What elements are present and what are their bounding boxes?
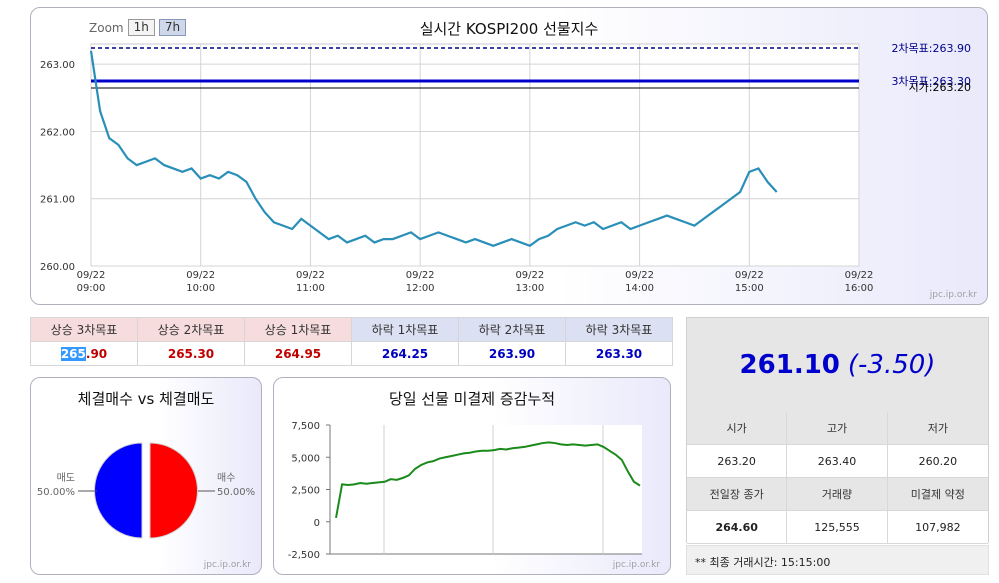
zoom-1h-button[interactable]: 1h [127, 19, 155, 36]
price-stats-grid: 시가 고가 저가 263.20 263.40 260.20 전일장 종가 거래량… [687, 412, 988, 544]
x-tick-time: 12:00 [406, 283, 435, 294]
buy-sell-pie-panel: 체결매수 vs 체결매도 매도 50.00% 매수 50.00% jpc.ip.… [30, 377, 262, 575]
pie-credit: jpc.ip.or.kr [203, 560, 251, 570]
x-tick-time: 16:00 [845, 283, 874, 294]
main-chart-title: 실시간 KOSPI200 선물지수 [419, 20, 599, 38]
target-header-down2: 하락 2차목표 [458, 317, 566, 342]
y-tick-label: 263.00 [40, 60, 75, 71]
oi-y-tick-label: -2,500 [288, 550, 320, 561]
current-price: 261.10 [739, 350, 840, 380]
open-interest-line-chart: 7,500 5,000 2,500 0 -2,500 [288, 421, 642, 561]
kospi200-price-line [89, 50, 778, 248]
high-header: 고가 [787, 412, 888, 445]
target-header-up1: 상승 1차목표 [244, 317, 352, 342]
open-interest-value: 107,982 [887, 511, 988, 544]
x-tick-date: 09/22 [625, 270, 654, 281]
prev-close-header: 전일장 종가 [687, 478, 788, 511]
price-change: (-3.50) [847, 350, 936, 380]
target-price-table: 상승 3차목표 상승 2차목표 상승 1차목표 하락 1차목표 하락 2차목표 … [30, 317, 673, 366]
x-tick-date: 09/22 [735, 270, 764, 281]
kospi200-line-chart: 09/22 09:00 09/22 10:00 09/22 11:00 09/22 12:00… [40, 42, 971, 294]
pie-buy-label: 매수 [217, 472, 235, 484]
x-tick-time: 13:00 [515, 283, 544, 294]
price-summary-box: 261.10 (-3.50) 시가 고가 저가 263.20 263.40 26… [686, 317, 989, 544]
pie-slice-sell [94, 442, 143, 539]
zoom-7h-button[interactable]: 7h [158, 19, 187, 36]
volume-value: 125,555 [787, 511, 888, 544]
target-value-up3-rest: .90 [85, 346, 108, 361]
x-tick-time: 11:00 [296, 283, 325, 294]
target-header-up3: 상승 3차목표 [30, 317, 138, 342]
main-chart-credit: jpc.ip.or.kr [929, 290, 977, 300]
x-tick-time: 10:00 [186, 283, 215, 294]
open-interest-header: 미결제 약정 [887, 478, 988, 511]
high-value: 263.40 [787, 445, 888, 478]
last-trade-time: ** 최종 거래시간: 15:15:00 [686, 545, 989, 575]
zoom-label: Zoom [89, 20, 124, 35]
x-tick-date: 09/22 [77, 270, 106, 281]
pie-slice-buy [149, 442, 198, 539]
x-tick-date: 09/22 [845, 270, 874, 281]
open-header: 시가 [687, 412, 788, 445]
oi-y-tick-label: 5,000 [291, 453, 320, 464]
selected-text: 265 [60, 346, 86, 361]
oi-y-tick-label: 0 [314, 518, 320, 529]
main-chart-panel: 실시간 KOSPI200 선물지수 Zoom 1h 7h 09/22 09:00 0… [30, 7, 988, 305]
target-header-down3: 하락 3차목표 [565, 317, 673, 342]
volume-header: 거래량 [787, 478, 888, 511]
open-interest-panel: 당일 선물 미결제 증감누적 7,500 5,000 2,500 0 -2,500 jp… [273, 377, 671, 575]
oi-credit: jpc.ip.or.kr [612, 560, 660, 570]
target-header-down1: 하락 1차목표 [351, 317, 459, 342]
oi-y-tick-label: 2,500 [291, 486, 320, 497]
x-tick-time: 15:00 [735, 283, 764, 294]
open-value: 263.20 [687, 445, 788, 478]
target-value-up1: 264.95 [244, 341, 352, 366]
oi-y-tick-label: 7,500 [291, 421, 320, 432]
oi-cumulative-line [335, 441, 641, 519]
buy-sell-pie-chart: 매도 50.00% 매수 50.00% [37, 442, 255, 539]
pie-sell-label: 매도 [57, 472, 75, 484]
target-value-down1: 264.25 [351, 341, 459, 366]
x-tick-time: 14:00 [625, 283, 654, 294]
reference-line-label: 시가:263.20 [909, 81, 971, 94]
low-value: 260.20 [887, 445, 988, 478]
reference-line-label: 2차목표:263.90 [891, 42, 971, 55]
plot-area [90, 43, 860, 267]
target-value-up3: 265.90 [30, 341, 138, 366]
target-header-up2: 상승 2차목표 [137, 317, 245, 342]
x-tick-date: 09/22 [186, 270, 215, 281]
x-tick-time: 09:00 [77, 283, 106, 294]
target-value-down3: 263.30 [565, 341, 673, 366]
target-header-row: 상승 3차목표 상승 2차목표 상승 1차목표 하락 1차목표 하락 2차목표 … [30, 317, 673, 342]
target-value-up2: 265.30 [137, 341, 245, 366]
zoom-control: Zoom 1h 7h [89, 19, 187, 36]
oi-title: 당일 선물 미결제 증감누적 [388, 390, 556, 408]
x-tick-date: 09/22 [296, 270, 325, 281]
x-tick-date: 09/22 [515, 270, 544, 281]
price-header: 261.10 (-3.50) [687, 318, 988, 412]
reference-line-label: 3차목표:263.30 [891, 75, 971, 88]
target-value-row: 265.90 265.30 264.95 264.25 263.90 263.3… [30, 341, 673, 366]
y-tick-label: 261.00 [40, 195, 75, 206]
target-value-down2: 263.90 [458, 341, 566, 366]
y-tick-label: 262.00 [40, 127, 75, 138]
oi-plot-area [330, 425, 642, 554]
low-header: 저가 [887, 412, 988, 445]
x-tick-date: 09/22 [406, 270, 435, 281]
y-tick-label: 260.00 [40, 262, 75, 273]
prev-close-value: 264.60 [687, 511, 788, 544]
pie-sell-value: 50.00% [37, 487, 75, 498]
pie-buy-value: 50.00% [217, 487, 255, 498]
pie-title: 체결매수 vs 체결매도 [77, 390, 215, 408]
